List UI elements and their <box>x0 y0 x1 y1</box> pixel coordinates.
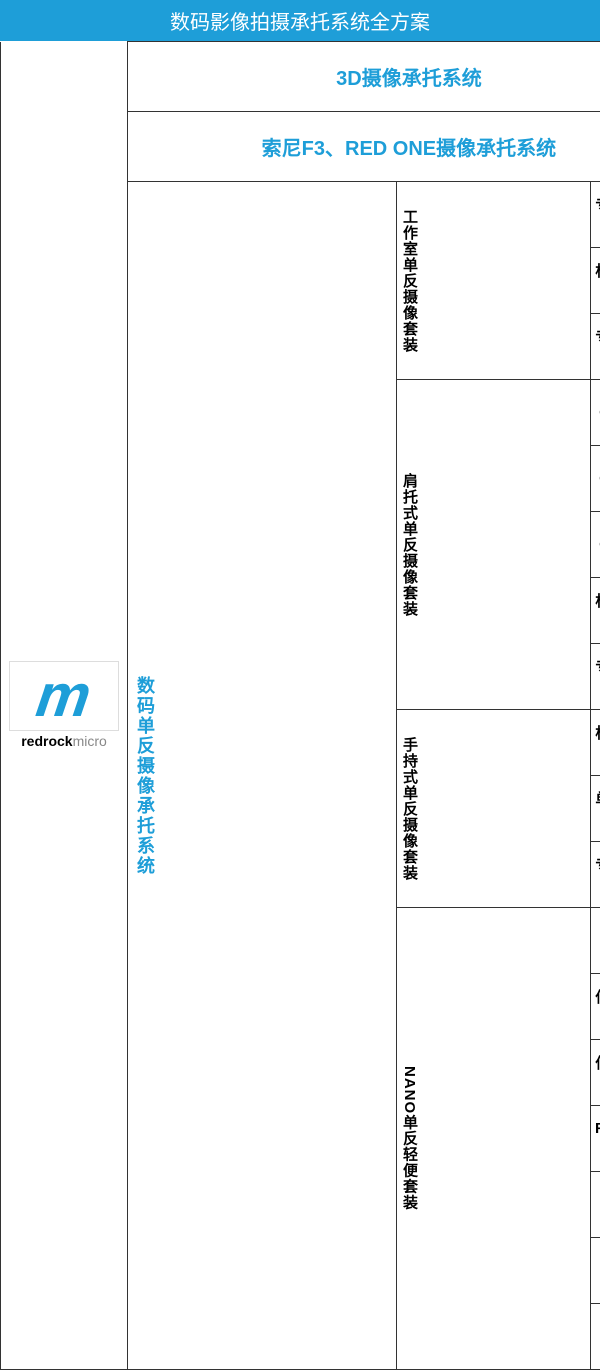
product-item[interactable]: 专业肩托单反摄像套装 <box>591 314 600 380</box>
product-item[interactable]: DSLR eyeSpy专业套装 <box>591 512 600 578</box>
product-item[interactable]: 单反简易摄像套装 <box>591 776 600 842</box>
product-item[interactable]: DSLR eyeSpy平衡套装 <box>591 446 600 512</box>
product-item[interactable]: 握 柄 <box>591 908 600 974</box>
product-item[interactable]: RunningMan套装 <box>591 1106 600 1172</box>
product-item[interactable]: 标准肩托单反摄像套装 <box>591 578 600 644</box>
product-table: m redrockmicro 3D摄像承托系统 索尼F3、RED ONE摄像承托… <box>0 41 600 1370</box>
product-item[interactable]: 专业单反摄像套装 <box>591 182 600 248</box>
product-item[interactable]: 隐形套装 <box>591 1172 600 1238</box>
group-nano-label: NANO单反轻便套装 <box>397 908 591 1370</box>
dslr-main-label: 数码单反摄像承托系统 <box>128 182 397 1370</box>
product-item[interactable]: 标准手持单反摄像套装 <box>591 710 600 776</box>
product-item[interactable]: 专业肩托单反摄像套装 <box>591 644 600 710</box>
product-item[interactable]: 低角度拍摄标准套装 <box>591 974 600 1040</box>
product-item[interactable]: DSLR eyeSpy标准套装 <box>591 380 600 446</box>
brand-cell: m redrockmicro <box>1 42 128 1370</box>
product-item[interactable]: 低角度拍摄豪华套装 <box>591 1040 600 1106</box>
category-sony-red[interactable]: 索尼F3、RED ONE摄像承托系统 <box>128 112 600 182</box>
product-item[interactable]: 标准肩托单反摄像套装 <box>591 248 600 314</box>
product-item[interactable]: 专业手持单反摄像套装 <box>591 842 600 908</box>
category-3d[interactable]: 3D摄像承托系统 <box>128 42 600 112</box>
product-item[interactable]: 隐形V套装 <box>591 1304 600 1370</box>
brand-name: redrockmicro <box>21 733 107 749</box>
group-shoulder-label: 肩托式单反摄像套装 <box>397 380 591 710</box>
brand-logo: m <box>9 661 119 731</box>
group-studio-label: 工作室单反摄像套装 <box>397 182 591 380</box>
group-handheld-label: 手持式单反摄像套装 <box>397 710 591 908</box>
page-title: 数码影像拍摄承托系统全方案 <box>0 0 600 41</box>
product-item[interactable]: 隐形把手 <box>591 1238 600 1304</box>
